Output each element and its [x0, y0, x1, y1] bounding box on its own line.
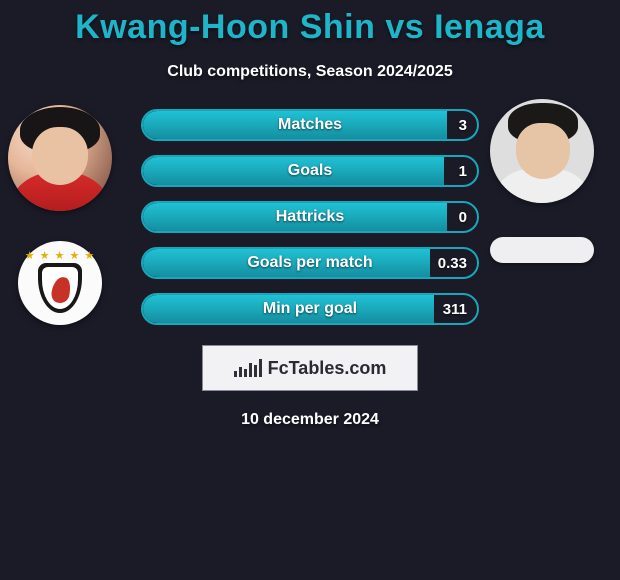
stat-pill-label: Matches [143, 111, 477, 139]
stat-pill-value: 1 [459, 157, 467, 185]
stat-pill-value: 0.33 [438, 249, 467, 277]
brand-bars-icon [234, 359, 262, 377]
right-team-logo [490, 237, 594, 263]
left-team-flame-icon [50, 276, 71, 304]
stat-pill-list: Matches3Goals1Hattricks0Goals per match0… [141, 105, 479, 325]
brand-box-inner: FcTables.com [203, 346, 417, 390]
page-title: Kwang-Hoon Shin vs Ienaga [0, 0, 620, 47]
right-player-face [516, 123, 570, 179]
right-player-column [490, 99, 610, 263]
stat-pill: Matches3 [141, 109, 479, 141]
right-player-avatar [490, 99, 594, 203]
left-player-column: ★ ★ ★ ★ ★ [8, 105, 128, 325]
left-player-avatar [8, 105, 112, 211]
left-player-face [32, 127, 88, 185]
page-subtitle: Club competitions, Season 2024/2025 [0, 63, 620, 81]
brand-text: FcTables.com [268, 358, 387, 379]
stat-pill-label: Goals [143, 157, 477, 185]
footer-date: 10 december 2024 [0, 411, 620, 429]
left-team-logo: ★ ★ ★ ★ ★ [18, 241, 102, 325]
stat-pill: Hattricks0 [141, 201, 479, 233]
brand-bar [254, 365, 257, 377]
brand-bar [249, 363, 252, 377]
comparison-stage: ★ ★ ★ ★ ★ Matches3 Goals1 Hattricks0 Goals … [0, 105, 620, 325]
stat-pill-label: Hattricks [143, 203, 477, 231]
brand-bar [239, 367, 242, 377]
brand-box: FcTables.com [202, 345, 418, 391]
brand-bar [244, 369, 247, 377]
left-team-shield-inner [42, 267, 78, 309]
stat-pill: Goals per match0.33 [141, 247, 479, 279]
brand-bar [234, 371, 237, 377]
stat-pill: Min per goal311 [141, 293, 479, 325]
left-team-stars: ★ ★ ★ ★ ★ [18, 249, 102, 262]
stat-pill-label: Min per goal [143, 295, 477, 323]
stat-pill-value: 3 [459, 111, 467, 139]
left-team-shield [38, 263, 82, 313]
stat-pill: Goals1 [141, 155, 479, 187]
stat-pill-value: 311 [443, 295, 467, 323]
stat-pill-value: 0 [459, 203, 467, 231]
brand-bar [259, 359, 262, 377]
stat-pill-label: Goals per match [143, 249, 477, 277]
